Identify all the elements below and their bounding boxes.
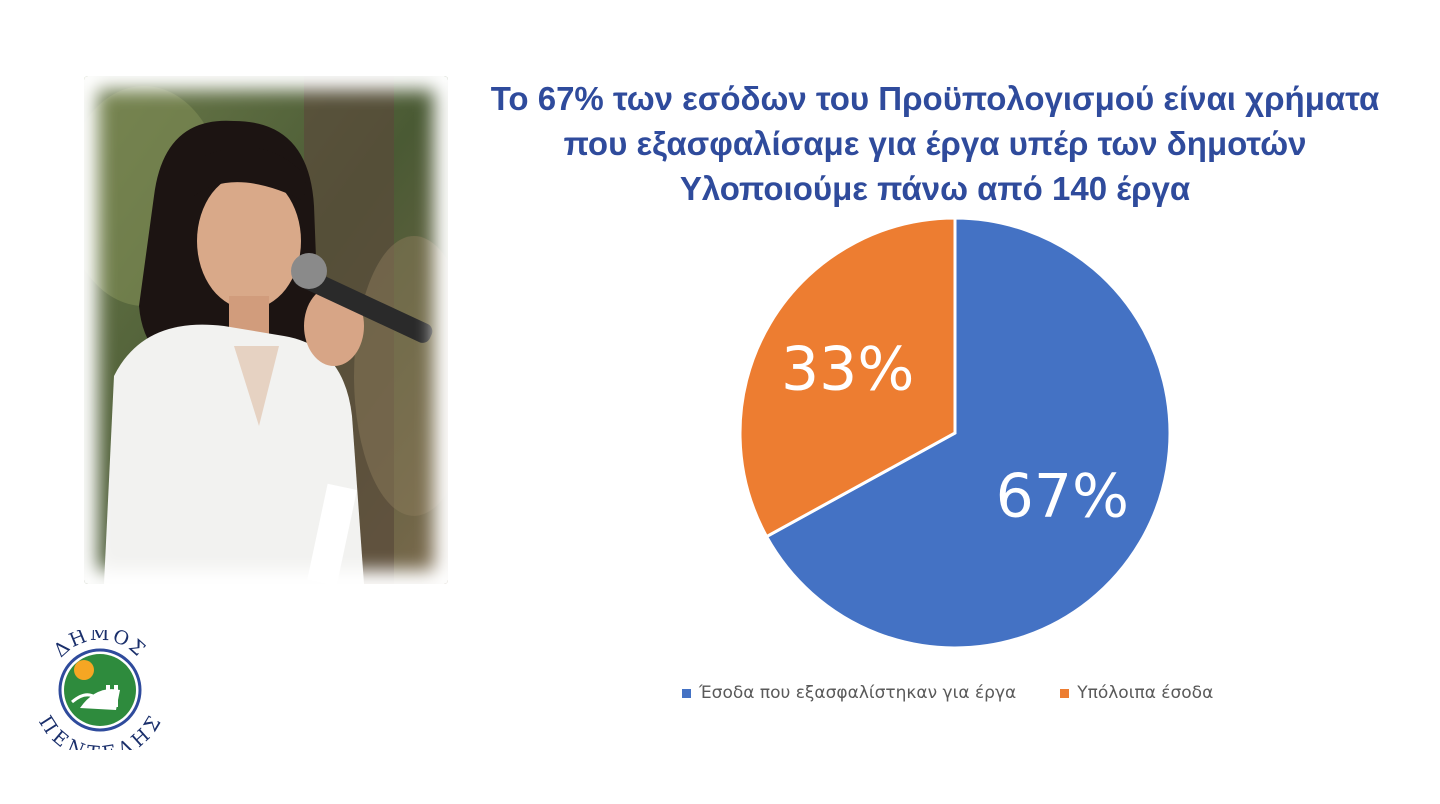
pie-label-remaining-revenue: 33% — [781, 335, 914, 405]
legend-item-secured-revenue: Έσοδα που εξασφαλίστηκαν για έργα — [682, 683, 1016, 703]
pie-chart: 67% 33% — [720, 208, 1190, 658]
pie-label-secured-revenue: 67% — [996, 461, 1129, 531]
speaker-illustration — [84, 76, 448, 584]
legend-label-secured-revenue: Έσοδα που εξασφαλίστηκαν για έργα — [699, 683, 1017, 703]
chart-legend: Έσοδα που εξασφαλίστηκαν για έργα Υπόλοι… — [682, 683, 1213, 703]
legend-item-remaining-revenue: Υπόλοιπα έσοδα — [1060, 683, 1213, 703]
legend-swatch-remaining-revenue — [1060, 688, 1070, 698]
legend-swatch-secured-revenue — [682, 688, 691, 698]
title-line-2: που εξασφαλίσαμε για έργα υπέρ των δημοτ… — [563, 125, 1307, 162]
speaker-photo — [84, 76, 448, 584]
pie-slice-secured-revenue — [764, 216, 1172, 650]
title-line-3: Υλοποιούμε πάνω από 140 έργα — [679, 170, 1191, 207]
legend-label-remaining-revenue: Υπόλοιπα έσοδα — [1077, 683, 1214, 703]
pie-slice-remaining-revenue — [738, 216, 957, 539]
title-line-1: Το 67% των εσόδων του Προϋπολογισμού είν… — [490, 80, 1380, 117]
municipality-logo: ΔΗΜΟΣ ΠΕΝΤΕΛΗΣ — [34, 623, 165, 765]
chart-title: Το 67% των εσόδων του Προϋπολογισμού είν… — [470, 76, 1400, 211]
logo-emblem: ΔΗΜΟΣ ΠΕΝΤΕΛΗΣ — [34, 623, 165, 765]
pie-chart-svg: 67% 33% — [738, 216, 1172, 650]
